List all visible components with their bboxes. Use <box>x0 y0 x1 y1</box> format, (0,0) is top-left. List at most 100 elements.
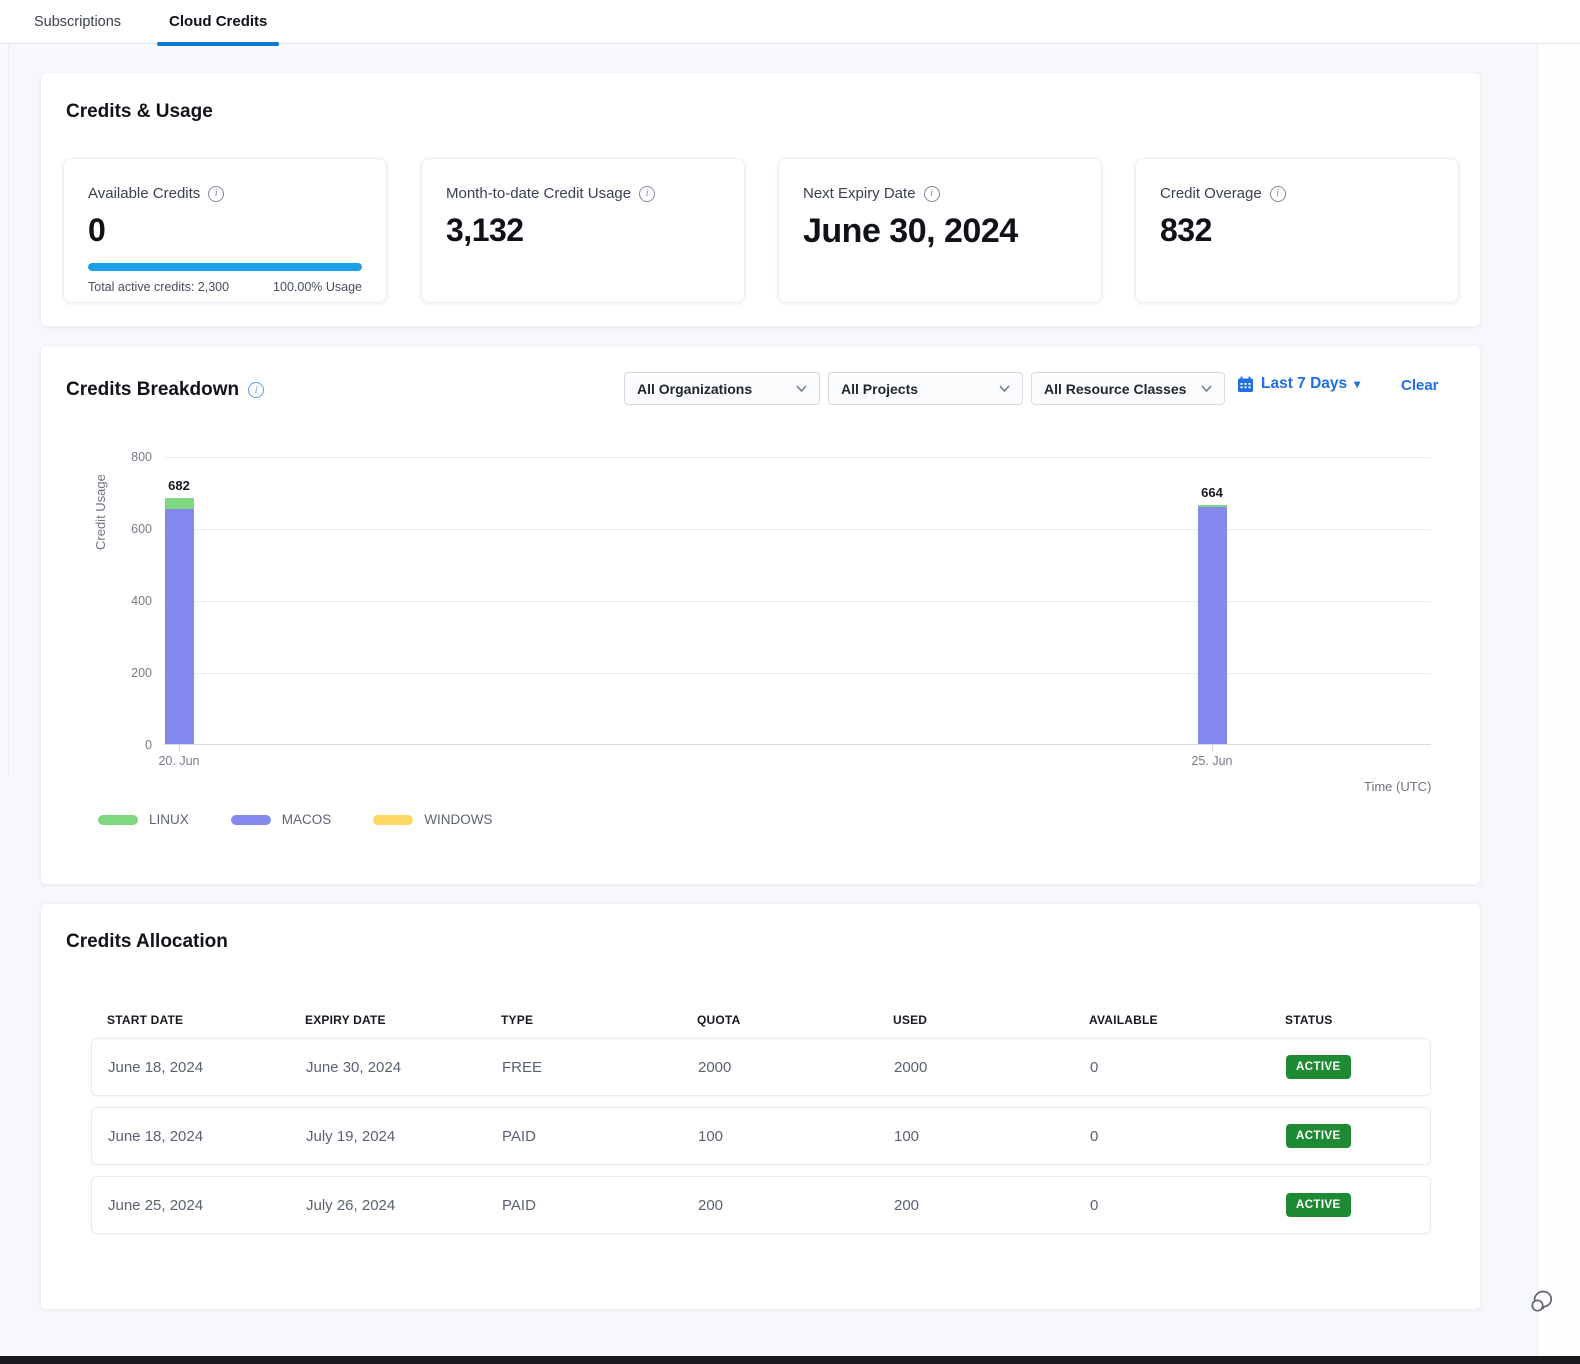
info-icon[interactable]: i <box>639 186 655 202</box>
cell-quota: 200 <box>698 1197 894 1214</box>
bar-segment-linux[interactable] <box>165 498 194 508</box>
y-tick-label: 600 <box>102 522 152 536</box>
status-badge: ACTIVE <box>1286 1124 1351 1148</box>
legend-item-macos[interactable]: MACOS <box>231 812 332 827</box>
y-tick-label: 800 <box>102 450 152 464</box>
cell-type: FREE <box>502 1059 698 1076</box>
col-status: STATUS <box>1285 1013 1431 1027</box>
cell-available: 0 <box>1090 1128 1286 1145</box>
gridline <box>164 529 1431 530</box>
bar-segment-linux[interactable] <box>1198 505 1227 507</box>
table-row[interactable]: June 25, 2024 July 26, 2024 PAID 200 200… <box>91 1176 1431 1234</box>
available-credits-value: 0 <box>88 212 362 249</box>
info-icon[interactable]: i <box>1270 186 1286 202</box>
credits-allocation-section: Credits Allocation START DATE EXPIRY DAT… <box>40 903 1481 1310</box>
credits-usage-section: Credits & Usage Available Credits i 0 To… <box>40 72 1481 327</box>
col-quota: QUOTA <box>697 1013 893 1027</box>
cell-available: 0 <box>1090 1197 1286 1214</box>
cell-quota: 2000 <box>698 1059 894 1076</box>
feedback-chat-icon[interactable] <box>1528 1286 1558 1316</box>
tab-subscriptions-label: Subscriptions <box>34 14 121 30</box>
tab-cloud-credits[interactable]: Cloud Credits <box>157 0 279 44</box>
credits-breakdown-section: Credits Breakdown i All Organizations Al… <box>40 345 1481 885</box>
legend-swatch <box>231 815 271 825</box>
projects-select[interactable]: All Projects <box>828 372 1023 405</box>
chart-legend: LINUX MACOS WINDOWS <box>98 812 493 827</box>
tab-subscriptions[interactable]: Subscriptions <box>22 0 133 44</box>
gridline <box>164 457 1431 458</box>
cell-expiry-date: July 26, 2024 <box>306 1197 502 1214</box>
total-active-credits: Total active credits: 2,300 <box>88 280 229 294</box>
mtd-usage-label: Month-to-date Credit Usage <box>446 185 631 202</box>
legend-label: MACOS <box>282 812 332 827</box>
chevron-down-icon <box>999 385 1010 392</box>
info-icon[interactable]: i <box>208 186 224 202</box>
bar-total-label: 682 <box>149 478 209 493</box>
col-expiry-date: EXPIRY DATE <box>305 1013 501 1027</box>
gridline <box>164 673 1431 674</box>
cell-type: PAID <box>502 1128 698 1145</box>
chevron-down-icon <box>796 385 807 392</box>
date-range-value: Last 7 Days <box>1261 375 1347 393</box>
x-tick-label: 25. Jun <box>1167 754 1257 768</box>
window-bottom-edge <box>0 1356 1580 1364</box>
credits-usage-title: Credits & Usage <box>66 101 213 123</box>
legend-swatch <box>98 815 138 825</box>
resource-classes-select-value: All Resource Classes <box>1044 381 1186 397</box>
cell-used: 100 <box>894 1128 1090 1145</box>
credits-allocation-title: Credits Allocation <box>66 931 228 953</box>
available-credits-label: Available Credits <box>88 185 200 202</box>
clear-filters-link[interactable]: Clear <box>1401 377 1439 394</box>
legend-swatch <box>373 815 413 825</box>
cell-available: 0 <box>1090 1059 1286 1076</box>
status-badge: ACTIVE <box>1286 1055 1351 1079</box>
caret-down-icon: ▾ <box>1354 377 1360 391</box>
col-used: USED <box>893 1013 1089 1027</box>
x-tick-mark <box>1212 745 1213 751</box>
projects-select-value: All Projects <box>841 381 918 397</box>
tab-cloud-credits-label: Cloud Credits <box>169 13 267 30</box>
legend-item-windows[interactable]: WINDOWS <box>373 812 492 827</box>
right-gutter <box>1537 44 1580 1356</box>
credit-overage-label: Credit Overage <box>1160 185 1262 202</box>
credits-breakdown-title: Credits Breakdown <box>66 379 239 401</box>
organizations-select[interactable]: All Organizations <box>624 372 820 405</box>
bar-segment-macos[interactable] <box>1198 507 1227 744</box>
cell-type: PAID <box>502 1197 698 1214</box>
x-axis-title: Time (UTC) <box>1364 779 1454 794</box>
credits-progress-bar <box>88 263 362 271</box>
cell-start-date: June 18, 2024 <box>108 1128 306 1145</box>
bar-segment-macos[interactable] <box>165 509 194 744</box>
gridline <box>164 601 1431 602</box>
legend-label: LINUX <box>149 812 189 827</box>
info-icon[interactable]: i <box>248 382 264 398</box>
credit-overage-value: 832 <box>1160 212 1434 249</box>
status-badge: ACTIVE <box>1286 1193 1351 1217</box>
resource-classes-select[interactable]: All Resource Classes <box>1031 372 1225 405</box>
date-range-picker[interactable]: Last 7 Days ▾ <box>1237 375 1360 393</box>
cell-quota: 100 <box>698 1128 894 1145</box>
credit-overage-card: Credit Overage i 832 <box>1135 158 1459 303</box>
cell-used: 2000 <box>894 1059 1090 1076</box>
legend-label: WINDOWS <box>424 812 492 827</box>
y-tick-label: 200 <box>102 666 152 680</box>
cell-expiry-date: July 19, 2024 <box>306 1128 502 1145</box>
calendar-icon <box>1237 376 1254 393</box>
col-available: AVAILABLE <box>1089 1013 1285 1027</box>
available-credits-card: Available Credits i 0 Total active credi… <box>63 158 387 303</box>
x-tick-label: 20. Jun <box>134 754 224 768</box>
y-tick-label: 400 <box>102 594 152 608</box>
mtd-usage-value: 3,132 <box>446 212 720 249</box>
y-axis-title: Credit Usage <box>93 457 108 567</box>
col-start-date: START DATE <box>107 1013 305 1027</box>
legend-item-linux[interactable]: LINUX <box>98 812 189 827</box>
bar-total-label: 664 <box>1182 485 1242 500</box>
credits-progress-fill <box>88 263 362 271</box>
cell-start-date: June 25, 2024 <box>108 1197 306 1214</box>
table-row[interactable]: June 18, 2024 June 30, 2024 FREE 2000 20… <box>91 1038 1431 1096</box>
credits-allocation-table: START DATE EXPIRY DATE TYPE QUOTA USED A… <box>91 1013 1431 1234</box>
table-row[interactable]: June 18, 2024 July 19, 2024 PAID 100 100… <box>91 1107 1431 1165</box>
x-tick-mark <box>179 745 180 751</box>
cell-expiry-date: June 30, 2024 <box>306 1059 502 1076</box>
info-icon[interactable]: i <box>924 186 940 202</box>
